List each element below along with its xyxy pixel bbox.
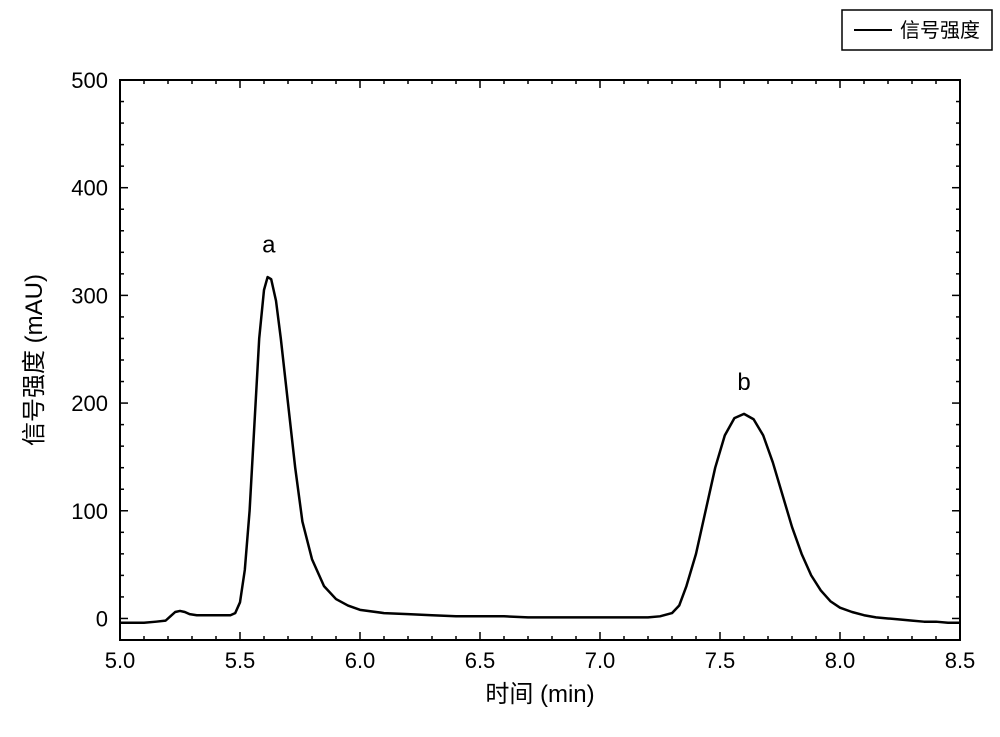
legend-label: 信号强度 [900, 19, 980, 42]
y-tick-label: 500 [71, 68, 108, 93]
peak-label-b: b [737, 369, 750, 396]
y-axis-label: 信号强度 (mAU) [21, 274, 48, 446]
x-tick-label: 8.0 [825, 648, 856, 673]
chromatogram-chart: 5.0 5.5 6.0 6.5 7.0 7.5 8.0 8.5 时间 (min) 0 100 200 3… [0, 0, 1000, 737]
chart-container: 5.0 5.5 6.0 6.5 7.0 7.5 8.0 8.5 时间 (min) 0 100 200 3… [0, 0, 1000, 737]
legend: 信号强度 [842, 10, 992, 50]
x-axis-label: 时间 (min) [485, 681, 594, 708]
y-tick-label: 0 [96, 606, 108, 631]
y-tick-label: 400 [71, 176, 108, 201]
x-tick-label: 7.0 [585, 648, 616, 673]
x-tick-label: 6.5 [465, 648, 496, 673]
peak-label-a: a [262, 231, 276, 258]
x-tick-label: 5.5 [225, 648, 256, 673]
chart-background [0, 0, 1000, 737]
x-tick-label: 5.0 [105, 648, 136, 673]
y-tick-label: 200 [71, 391, 108, 416]
y-tick-label: 100 [71, 499, 108, 524]
x-tick-label: 6.0 [345, 648, 376, 673]
x-tick-label: 8.5 [945, 648, 976, 673]
x-tick-label: 7.5 [705, 648, 736, 673]
y-tick-label: 300 [71, 283, 108, 308]
